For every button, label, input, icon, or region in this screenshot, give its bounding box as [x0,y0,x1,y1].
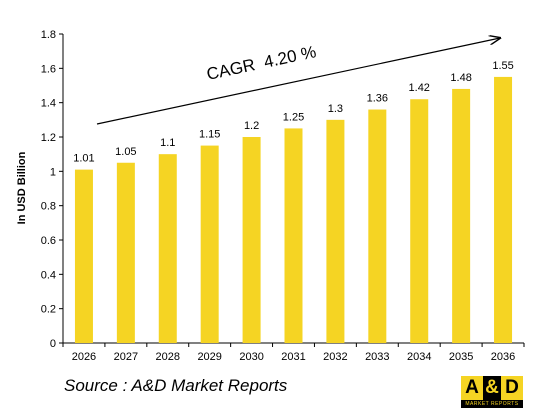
bar-2027 [116,162,135,343]
bar-2031 [284,128,303,343]
y-tick-label: 0.6 [41,235,56,247]
data-labels: 1.01 1.05 1.1 1.15 1.2 1.25 1.3 1.36 1.42 1.48 1.5… [73,60,514,165]
x-tick-label: 2026 [72,351,96,363]
y-axis-label-group: In USD Billion [16,151,28,224]
y-tick-label: 0.4 [41,269,56,281]
y-axis-label: In USD Billion [16,151,28,224]
data-label-2035: 1.48 [450,72,471,84]
bar-2034 [410,99,429,343]
y-tick-label: 0 [50,338,56,350]
bars [74,76,513,344]
logo-ampersand: & [483,376,501,400]
x-tick-label: 2029 [197,351,221,363]
y-tick-label: 1.2 [41,132,56,144]
bar-2026 [74,169,93,343]
data-label-2027: 1.05 [115,146,136,158]
bar-2029 [200,145,219,343]
data-label-2031: 1.25 [283,111,304,123]
x-tick-label: 2031 [281,351,305,363]
x-tick-label: 2036 [491,351,515,363]
data-label-2034: 1.42 [409,82,430,94]
data-label-2030: 1.2 [244,120,259,132]
bar-2032 [326,119,345,343]
x-tick-label: 2035 [449,351,473,363]
logo-letter-a: A [461,376,483,400]
data-label-2026: 1.01 [73,153,94,165]
y-tick-label: 0.2 [41,304,56,316]
data-label-2029: 1.15 [199,129,220,141]
ad-logo: A & D MARKET REPORTS [461,376,523,408]
y-tick-label: 1.8 [41,29,56,41]
y-tick-label: 1.6 [41,63,56,75]
x-tick-label: 2028 [156,351,180,363]
x-tick-label: 2033 [365,351,389,363]
y-tick-label: 0.8 [41,201,56,213]
bar-2035 [452,88,471,343]
x-tick-label: 2034 [407,351,431,363]
bar-2036 [494,76,513,344]
cagr-arrow [96,38,500,125]
logo-letter-d: D [501,376,523,400]
y-tick-label: 1.4 [41,98,56,110]
x-ticks: 2026 2027 2028 2029 2030 2031 2032 2033 2034 2035… [62,343,525,363]
x-tick-label: 2030 [239,351,263,363]
source-note: Source : A&D Market Reports [64,376,288,395]
data-label-2033: 1.36 [367,93,388,105]
bar-2028 [158,154,177,343]
data-label-2028: 1.1 [160,137,175,149]
data-label-2032: 1.3 [328,103,343,115]
logo-tagline: MARKET REPORTS [461,400,523,408]
y-ticks: 0 0.2 0.4 0.6 0.8 1 1.2 1.4 1.6 1.8 [41,29,63,350]
x-tick-label: 2032 [323,351,347,363]
bar-2033 [368,109,387,344]
data-label-2036: 1.55 [492,60,513,72]
y-tick-label: 1 [50,166,56,178]
cagr-annotation: CAGR 4.20 % [205,42,318,84]
bar-2030 [242,137,261,343]
x-tick-label: 2027 [114,351,138,363]
